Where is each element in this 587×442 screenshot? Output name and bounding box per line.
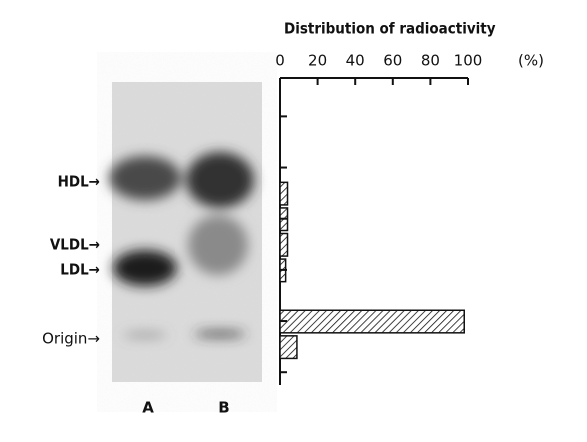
bar	[279, 335, 298, 360]
lane-label: A	[142, 399, 154, 417]
x-tick-label: 100	[454, 52, 483, 70]
band-label: LDL→	[60, 261, 100, 279]
x-tick-label: 0	[275, 52, 285, 70]
band-label: HDL→	[58, 173, 100, 191]
x-tick-label: 60	[383, 52, 402, 70]
x-tick-label: 20	[308, 52, 327, 70]
gel-image	[109, 82, 262, 382]
band-label: VLDL→	[50, 236, 100, 254]
lane-label: B	[218, 399, 229, 417]
x-tick-label: 40	[346, 52, 365, 70]
bar	[279, 232, 289, 257]
x-unit: (%)	[518, 52, 544, 70]
x-tick-label: 80	[421, 52, 440, 70]
bar	[279, 309, 465, 334]
bar	[279, 181, 289, 206]
band-label: Origin→	[42, 330, 100, 348]
chart-title: Distribution of radioactivity	[284, 20, 496, 38]
